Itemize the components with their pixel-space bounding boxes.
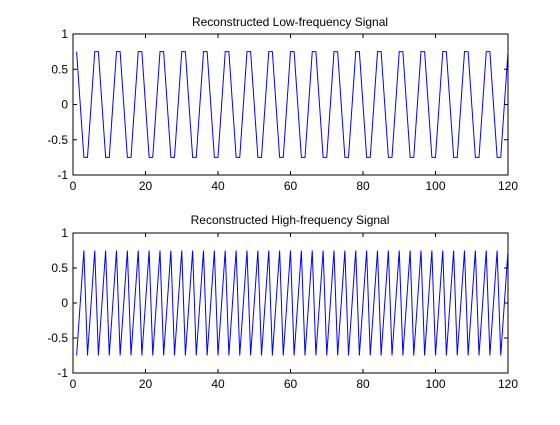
y-tick-label: -0.5	[47, 133, 68, 147]
x-tick-label: 40	[211, 179, 225, 193]
x-tick-label: 80	[356, 377, 370, 391]
y-tick-label: 0.5	[51, 261, 68, 275]
y-tick-label: 0	[61, 98, 68, 112]
x-tick-label: 100	[425, 179, 445, 193]
axes-low-frequency: Reconstructed Low-frequency Signal 0 20 40…	[47, 15, 518, 193]
x-tick-label: 40	[211, 377, 225, 391]
y-tick-label: 0	[61, 296, 68, 310]
x-tick-label: 80	[356, 179, 370, 193]
y-tick-label: -1	[57, 366, 68, 380]
x-tick-label: 0	[70, 179, 77, 193]
signal-line-low-frequency	[76, 51, 509, 158]
x-tick-label: 20	[139, 179, 153, 193]
x-tick-label: 0	[70, 377, 77, 391]
y-tick-label: 1	[61, 27, 68, 41]
axes-high-frequency: Reconstructed High-frequency Signal 0 20 4…	[47, 213, 518, 391]
chart-title-low-frequency: Reconstructed Low-frequency Signal	[192, 15, 388, 29]
y-tick-label: 0.5	[51, 62, 68, 76]
chart-title-high-frequency: Reconstructed High-frequency Signal	[191, 213, 390, 227]
signal-line-high-frequency	[76, 250, 509, 356]
x-tick-label: 20	[139, 377, 153, 391]
x-tick-label: 100	[425, 377, 445, 391]
x-tick-label: 120	[498, 179, 518, 193]
x-tick-label: 120	[498, 377, 518, 391]
x-tick-label: 60	[284, 179, 298, 193]
y-tick-label: -0.5	[47, 331, 68, 345]
y-tick-label: 1	[61, 226, 68, 240]
x-tick-label: 60	[284, 377, 298, 391]
y-tick-label: -1	[57, 168, 68, 182]
